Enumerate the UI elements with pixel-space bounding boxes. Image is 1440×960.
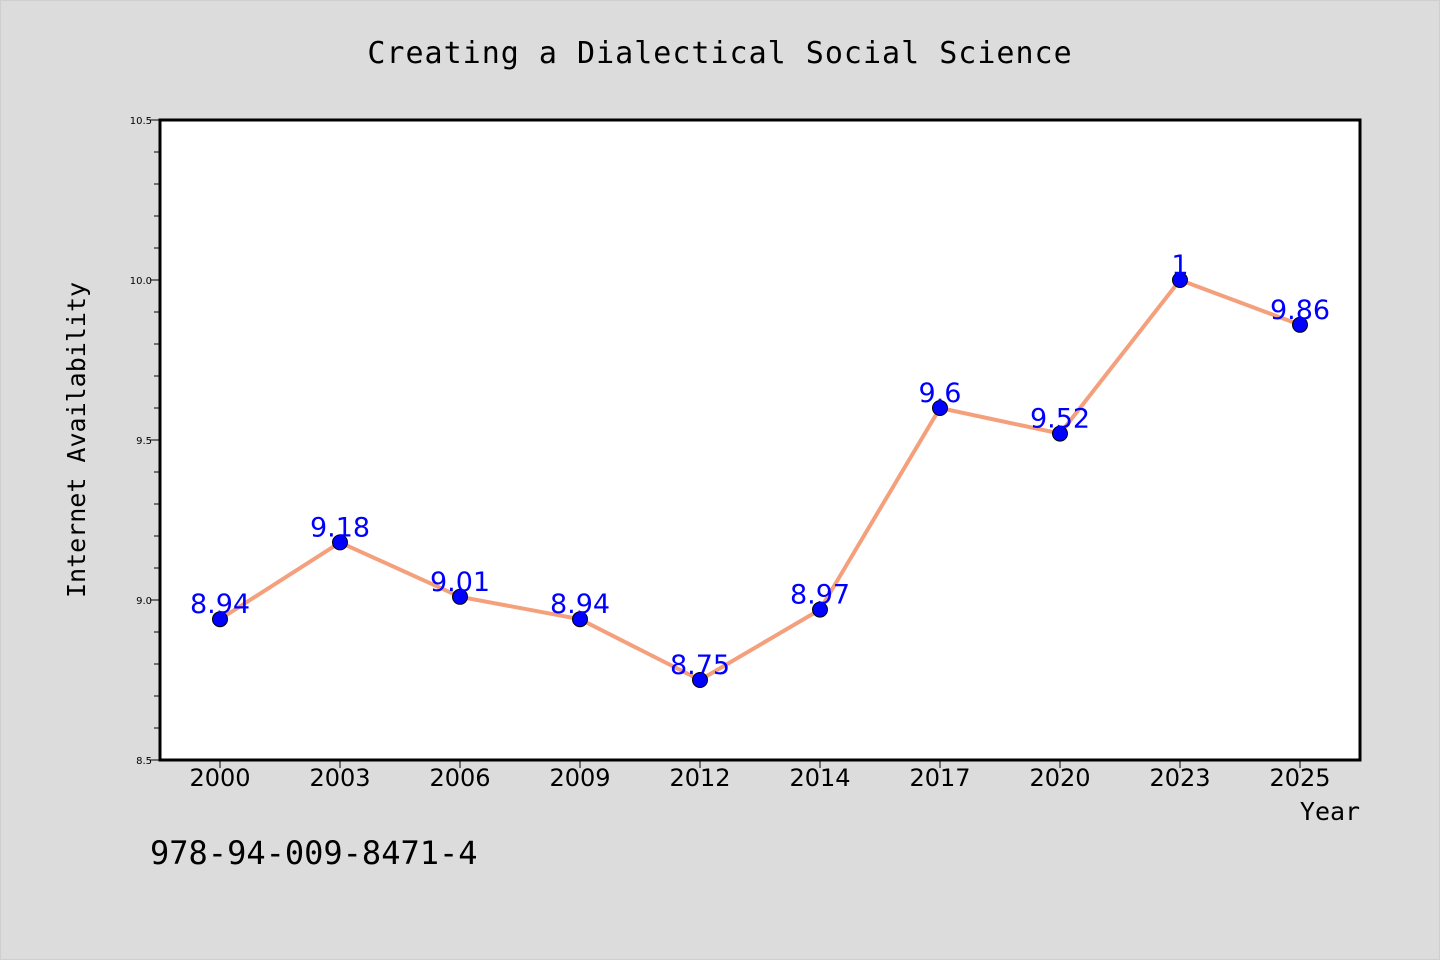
- chart-title: Creating a Dialectical Social Science: [367, 36, 1072, 71]
- data-point: [932, 400, 948, 416]
- x-tick-label: 2020: [1029, 764, 1090, 792]
- data-point: [1292, 316, 1308, 333]
- data-label: 9.01: [430, 567, 490, 598]
- data-point: [572, 611, 588, 628]
- x-tick-label: 2009: [549, 764, 610, 792]
- data-point: [812, 601, 828, 618]
- y-tick-label: 9.5: [136, 436, 152, 447]
- data-point: [1052, 425, 1068, 442]
- series-line: [218, 278, 1301, 682]
- data-label: 1: [1171, 250, 1188, 281]
- data-markers: [212, 272, 1308, 688]
- x-tick-label: 2014: [789, 764, 850, 792]
- y-tick-label: 10.5: [130, 116, 152, 127]
- data-point: [452, 588, 468, 605]
- data-point: [212, 611, 228, 628]
- data-label: 9.6: [919, 378, 962, 409]
- data-labels: 8.94 9.18 9.01 8.94 8.75 8.97 9.6 9.52 1 9.86: [190, 250, 1330, 681]
- data-point: [692, 672, 708, 688]
- data-point: [332, 534, 348, 551]
- y-tick-label: 9.0: [136, 596, 152, 607]
- y-tick-label: 10.0: [130, 276, 152, 287]
- x-axis-label: Year: [1300, 797, 1360, 826]
- x-tick-label: 2017: [909, 764, 970, 792]
- plot-area: [160, 120, 1360, 760]
- y-axis-ticks: 8.5 9.0 9.5 10.0 10.5: [130, 116, 160, 767]
- data-label: 9.52: [1030, 404, 1090, 435]
- y-axis-label: Internet Availability: [62, 282, 91, 598]
- x-tick-label: 2025: [1269, 764, 1330, 792]
- y-tick-label: 8.5: [136, 756, 152, 767]
- data-point: [1172, 272, 1188, 288]
- x-tick-label: 2023: [1149, 764, 1210, 792]
- isbn-text: 978-94-009-8471-4: [150, 834, 478, 872]
- data-label: 8.75: [670, 650, 730, 681]
- data-label: 8.94: [550, 589, 610, 620]
- x-tick-label: 2000: [189, 764, 250, 792]
- x-axis-ticks: 2000 2003 2006 2009 2012 2014 2017 2020 2023 2025: [189, 760, 1331, 792]
- x-tick-label: 2003: [309, 764, 370, 792]
- data-label: 9.86: [1270, 295, 1330, 326]
- plot-frame: [158, 118, 1362, 762]
- x-tick-label: 2012: [669, 764, 730, 792]
- data-label: 8.97: [790, 580, 850, 611]
- x-tick-label: 2006: [429, 764, 490, 792]
- data-label: 9.18: [310, 512, 370, 543]
- data-label: 8.94: [190, 589, 250, 620]
